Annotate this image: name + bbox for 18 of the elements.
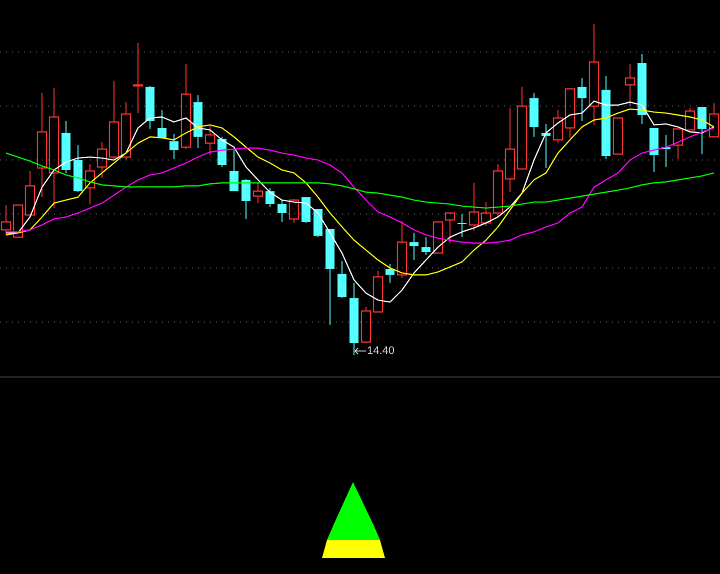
candlestick xyxy=(588,24,600,126)
candlestick xyxy=(36,92,48,198)
candlestick xyxy=(708,102,720,138)
candlestick xyxy=(432,221,444,254)
candlestick xyxy=(444,212,456,244)
candlestick xyxy=(516,86,528,170)
candlestick xyxy=(24,170,36,216)
candlestick xyxy=(672,128,684,160)
candlestick xyxy=(48,87,60,209)
candlestick xyxy=(84,164,96,205)
annotation: 14.40 xyxy=(367,345,395,357)
candlestick xyxy=(12,204,24,238)
candlestick xyxy=(624,64,636,107)
candlestick xyxy=(132,42,144,114)
candlestick xyxy=(372,270,384,313)
candlestick xyxy=(96,142,108,178)
candlestick xyxy=(612,117,624,155)
candlestick xyxy=(504,108,516,193)
